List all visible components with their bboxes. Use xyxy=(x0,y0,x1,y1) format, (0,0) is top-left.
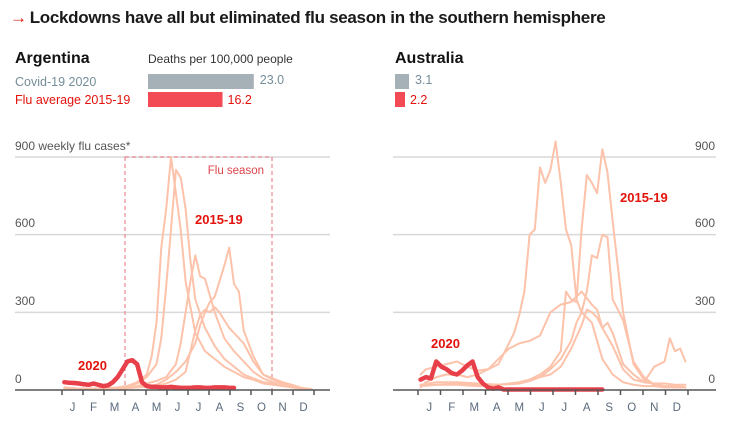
x-tick-label: A xyxy=(583,402,591,414)
series-line-2020 xyxy=(62,357,237,391)
value-covid-australia: 3.1 xyxy=(415,73,432,87)
x-tick-label: S xyxy=(605,402,613,414)
value-covid-argentina: 23.0 xyxy=(260,73,284,87)
series-line-2015 xyxy=(63,156,313,391)
bar-flu-argentina xyxy=(148,92,223,107)
x-tick-label: F xyxy=(90,402,97,414)
flu-season-box xyxy=(124,156,273,391)
x-tick-label: A xyxy=(132,402,140,414)
series-line-2018 xyxy=(419,308,687,386)
gridlines-australia xyxy=(393,156,716,314)
chart-title: → Lockdowns have all but eliminated flu s… xyxy=(10,8,606,28)
gridlines-argentina xyxy=(15,156,330,314)
y-tick-300-argentina: 300 xyxy=(15,294,35,308)
series-line-2016 xyxy=(419,148,687,389)
label-2020-argentina: 2020 xyxy=(78,358,107,373)
x-tick-label: J xyxy=(70,402,76,414)
series-line-2016 xyxy=(63,168,313,391)
x-tick-label: A xyxy=(493,402,501,414)
x-tick-label: J xyxy=(175,402,181,414)
x-tick-label: J xyxy=(539,402,545,414)
bar-covid-australia xyxy=(395,74,409,89)
x-tick-label: D xyxy=(299,402,307,414)
x-tick-label: A xyxy=(216,402,224,414)
x-tick-label: M xyxy=(152,402,162,414)
title-text: Lockdowns have all but eliminated flu se… xyxy=(29,8,606,27)
x-tick-label: J xyxy=(561,402,567,414)
label-2020-australia: 2020 xyxy=(431,336,460,351)
bar-covid-argentina xyxy=(148,74,254,89)
lines-australia xyxy=(418,140,687,392)
x-tick-label: M xyxy=(514,402,524,414)
x-tick-label: N xyxy=(650,402,658,414)
panel-title-argentina: Argentina xyxy=(15,50,90,67)
series-line-2019 xyxy=(63,306,313,391)
y-tick-600-australia: 600 xyxy=(695,216,715,230)
x-tick-label: M xyxy=(110,402,120,414)
x-tick-label: O xyxy=(257,402,266,414)
y-tick-0-argentina: 0 xyxy=(15,372,22,386)
y-tick-300-australia: 300 xyxy=(695,294,715,308)
x-tick-label: M xyxy=(469,402,479,414)
flu-season-label: Flu season xyxy=(208,165,264,177)
y-tick-0-australia: 0 xyxy=(708,372,715,386)
series-line-2015 xyxy=(419,140,687,389)
legend-flu: Flu average 2015-19 xyxy=(15,93,130,107)
lines-argentina xyxy=(62,156,313,391)
arrow-icon: → xyxy=(10,8,27,27)
bar-flu-australia xyxy=(395,92,405,107)
y-tick-600-argentina: 600 xyxy=(15,216,35,230)
x-tick-label: D xyxy=(673,402,681,414)
x-tick-label: F xyxy=(448,402,455,414)
deaths-header: Deaths per 100,000 people xyxy=(148,52,293,66)
y-axis-title-argentina: 900 weekly flu cases* xyxy=(15,139,131,153)
x-tick-label: J xyxy=(196,402,202,414)
legend-covid: Covid-19 2020 xyxy=(15,75,96,89)
panel-title-australia: Australia xyxy=(395,50,464,67)
label-2015-19-australia: 2015-19 xyxy=(620,190,668,205)
y-tick-900-australia: 900 xyxy=(695,139,715,153)
x-tick-label: O xyxy=(627,402,636,414)
value-flu-australia: 2.2 xyxy=(410,93,427,107)
label-2015-19-argentina: 2015-19 xyxy=(195,212,243,227)
x-tick-label: N xyxy=(278,402,286,414)
series-line-2019 xyxy=(419,290,687,389)
value-flu-argentina: 16.2 xyxy=(228,93,252,107)
x-tick-label: J xyxy=(426,402,432,414)
x-tick-label: S xyxy=(237,402,245,414)
